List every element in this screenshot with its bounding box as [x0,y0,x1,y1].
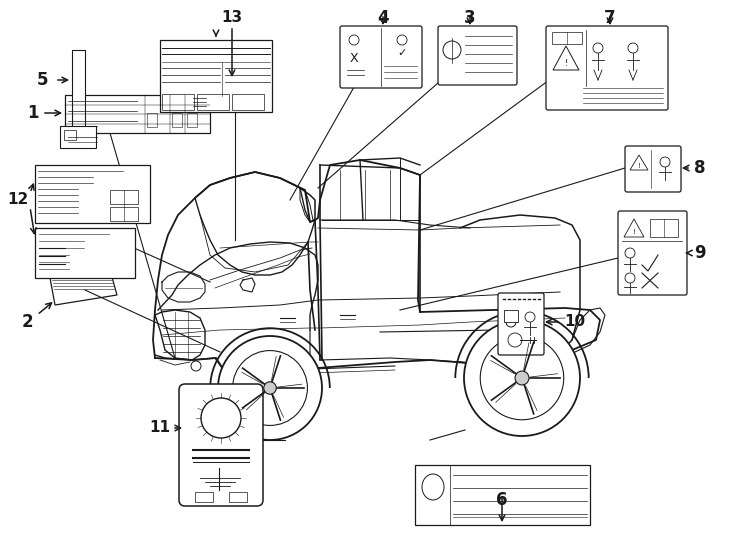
Circle shape [515,371,529,385]
Bar [35,165,150,223]
Text: 13: 13 [222,10,242,25]
Bar [160,40,272,112]
Bar [35,228,135,278]
FancyBboxPatch shape [618,211,687,295]
Text: 10: 10 [564,314,586,329]
FancyBboxPatch shape [179,384,263,506]
Text: ✓: ✓ [397,48,407,58]
Bar [415,465,590,525]
Bar [650,219,678,237]
Text: 5: 5 [37,71,48,89]
Circle shape [464,320,580,436]
Bar [72,50,85,128]
Bar [187,113,197,127]
Text: !: ! [638,163,641,169]
Bar [147,113,157,127]
Bar [162,94,194,110]
Text: X: X [349,51,358,64]
Bar [504,310,518,322]
Bar [552,32,582,44]
Text: 2: 2 [21,313,33,331]
Text: 8: 8 [694,159,706,177]
Bar [110,207,138,221]
Text: 11: 11 [150,421,170,435]
Bar [229,492,247,502]
Bar [65,95,210,133]
Bar [110,190,138,204]
Text: !: ! [633,229,636,235]
FancyBboxPatch shape [438,26,517,85]
Bar [172,113,182,127]
Text: 6: 6 [496,491,508,509]
Text: 12: 12 [7,192,29,207]
Circle shape [264,382,276,394]
Bar [197,94,229,110]
FancyBboxPatch shape [625,146,681,192]
Text: !: ! [564,58,567,68]
FancyBboxPatch shape [340,26,422,88]
Bar [195,492,213,502]
Text: 4: 4 [377,9,389,27]
Bar [232,94,264,110]
Text: 7: 7 [604,9,616,27]
Text: 1: 1 [27,104,39,122]
Circle shape [218,336,322,440]
FancyBboxPatch shape [546,26,668,110]
Bar [64,130,76,140]
Text: 3: 3 [464,9,476,27]
Text: 9: 9 [694,244,706,262]
Bar [60,126,96,148]
FancyBboxPatch shape [498,293,544,355]
